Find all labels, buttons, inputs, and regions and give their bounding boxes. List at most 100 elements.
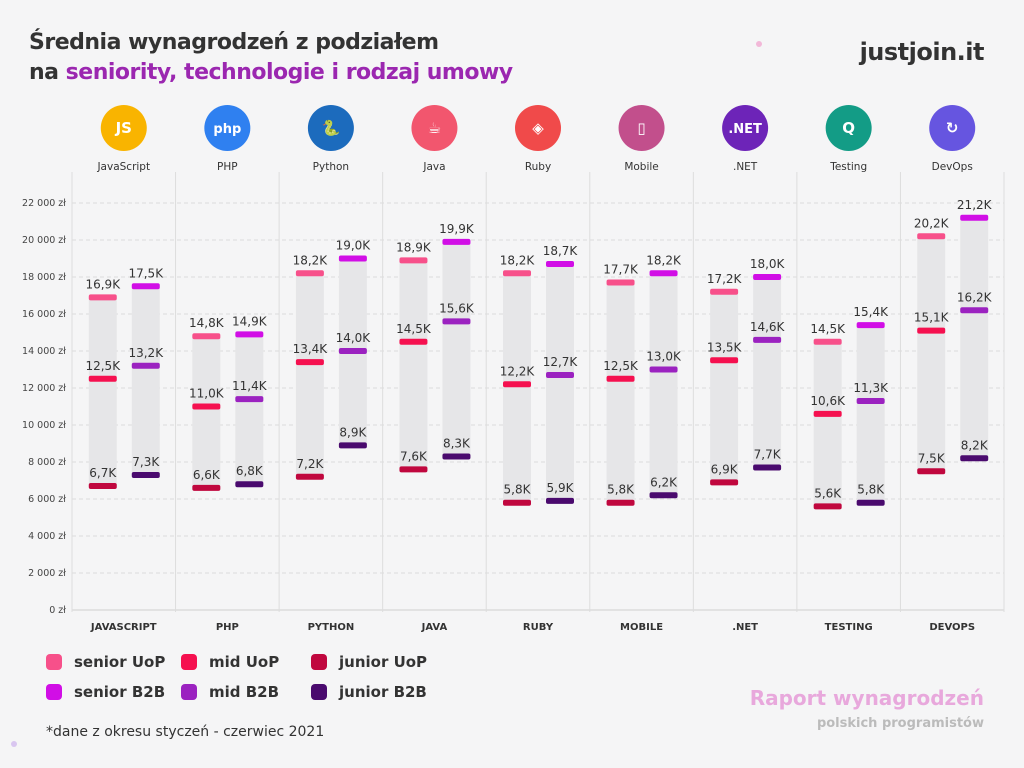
- data-label: 16,2K: [957, 290, 993, 304]
- data-label: 18,2K: [293, 253, 329, 267]
- report-branding: Raport wynagrodzeń polskich programistów: [750, 686, 984, 731]
- marker-mid-uop: [917, 327, 946, 334]
- data-label: 5,9K: [547, 481, 575, 495]
- java-icon: [411, 105, 458, 151]
- devops-icon-glyph: ↻: [946, 119, 959, 137]
- data-label: 15,1K: [914, 311, 950, 325]
- marker-mid-b2b: [856, 397, 885, 404]
- data-label: 7,5K: [918, 451, 946, 465]
- tech-label: Python: [313, 161, 349, 173]
- decor-dot: [756, 41, 762, 47]
- range-bar-b2b: [546, 264, 574, 501]
- tech-label: Testing: [829, 161, 867, 173]
- data-label: 11,3K: [853, 381, 889, 395]
- legend-senior-uop: senior UoP: [46, 653, 181, 671]
- marker-mid-uop: [192, 403, 221, 410]
- data-label: 21,2K: [957, 198, 993, 212]
- tech-label: Java: [422, 161, 445, 173]
- y-tick-label: 10 000 zł: [22, 420, 66, 431]
- range-bar-b2b: [856, 325, 885, 503]
- y-tick-label: 6 000 zł: [28, 494, 66, 505]
- legend-swatch: [311, 684, 327, 700]
- javascript-icon: [100, 105, 147, 151]
- y-tick-label: 20 000 zł: [22, 235, 66, 246]
- data-label: 18,0K: [750, 257, 786, 271]
- range-bar-b2b: [960, 217, 989, 459]
- report-subtitle: polskich programistów: [816, 716, 984, 731]
- marker-senior-uop: [813, 338, 842, 345]
- marker-senior-b2b: [235, 331, 264, 338]
- marker-mid-b2b: [649, 366, 678, 373]
- marker-junior-uop: [88, 483, 117, 490]
- report-title: Raport wynagrodzeń: [749, 686, 984, 710]
- data-label: 14,5K: [810, 322, 846, 336]
- marker-junior-b2b: [235, 481, 264, 488]
- chart-title: Średnia wynagrodzeń z podziałem na senio…: [29, 28, 513, 88]
- range-bar-uop: [710, 291, 739, 483]
- x-tick-label: JAVA: [421, 622, 448, 633]
- y-tick-label: 18 000 zł: [22, 272, 66, 283]
- marker-junior-uop: [295, 473, 324, 480]
- data-label: 8,3K: [443, 436, 471, 450]
- legend-label: senior UoP: [74, 653, 166, 671]
- legend-label: mid UoP: [209, 653, 280, 671]
- marker-junior-uop: [710, 479, 739, 486]
- data-label: 12,7K: [543, 355, 579, 369]
- data-label: 12,2K: [500, 364, 536, 378]
- data-label: 5,8K: [857, 483, 885, 497]
- marker-junior-b2b: [131, 471, 160, 478]
- data-label: 8,2K: [961, 438, 989, 452]
- range-bar-uop: [917, 236, 946, 472]
- data-label: 11,0K: [189, 387, 225, 401]
- data-label: 18,2K: [646, 253, 682, 267]
- legend: senior UoP mid UoP junior UoP senior B2B…: [46, 653, 441, 701]
- marker-senior-uop: [295, 270, 324, 277]
- data-label: 18,7K: [543, 244, 579, 258]
- mobile-icon: [618, 105, 665, 151]
- data-label: 16,9K: [85, 277, 121, 291]
- marker-senior-b2b: [131, 283, 160, 290]
- y-tick-label: 2 000 zł: [28, 568, 66, 579]
- marker-junior-uop: [917, 468, 946, 475]
- range-bar-b2b: [753, 277, 782, 468]
- legend-label: senior B2B: [74, 683, 166, 701]
- marker-mid-uop: [710, 357, 739, 364]
- data-label: 7,7K: [754, 448, 782, 462]
- marker-mid-b2b: [753, 336, 782, 343]
- range-bar-b2b: [649, 273, 678, 496]
- data-label: 12,5K: [603, 359, 639, 373]
- tech-label: DevOps: [932, 161, 973, 173]
- marker-junior-b2b: [338, 442, 367, 449]
- legend-label: junior UoP: [339, 653, 428, 671]
- y-tick-label: 4 000 zł: [28, 531, 66, 542]
- range-bar-b2b: [131, 286, 160, 475]
- x-tick-label: RUBY: [523, 622, 554, 633]
- legend-mid-uop: mid UoP: [181, 653, 311, 671]
- legend-swatch: [46, 654, 62, 670]
- data-label: 13,0K: [646, 350, 682, 364]
- marker-mid-b2b: [960, 307, 989, 314]
- marker-senior-uop: [606, 279, 635, 286]
- marker-senior-b2b: [338, 255, 367, 262]
- range-bar-uop: [88, 297, 117, 487]
- marker-senior-uop: [917, 233, 946, 240]
- marker-junior-uop: [192, 484, 221, 491]
- x-tick-label: JAVASCRIPT: [90, 622, 157, 633]
- range-bar-uop: [399, 260, 428, 470]
- marker-junior-b2b: [442, 453, 471, 460]
- marker-senior-b2b: [856, 322, 885, 329]
- justjoin-logo[interactable]: justjoin.it: [859, 38, 985, 66]
- marker-junior-b2b: [649, 492, 678, 499]
- range-bar-uop: [503, 273, 531, 503]
- legend-swatch: [311, 654, 327, 670]
- data-label: 7,3K: [132, 455, 160, 469]
- y-tick-label: 8 000 zł: [28, 457, 66, 468]
- legend-swatch: [46, 684, 62, 700]
- range-bar-b2b: [235, 334, 264, 485]
- range-bar-uop: [192, 336, 221, 488]
- range-bar-uop: [813, 341, 842, 507]
- data-label: 11,4K: [232, 379, 268, 393]
- data-label: 19,0K: [336, 239, 372, 253]
- marker-junior-uop: [606, 499, 635, 506]
- data-label: 14,8K: [189, 316, 225, 330]
